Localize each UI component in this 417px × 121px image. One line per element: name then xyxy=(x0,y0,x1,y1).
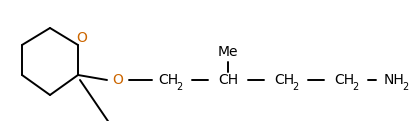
Text: 2: 2 xyxy=(176,82,182,92)
Text: CH: CH xyxy=(158,73,178,87)
Text: 2: 2 xyxy=(292,82,298,92)
Text: CH: CH xyxy=(334,73,354,87)
Text: 2: 2 xyxy=(352,82,358,92)
Text: 2: 2 xyxy=(402,82,408,92)
Text: CH: CH xyxy=(274,73,294,87)
Text: O: O xyxy=(77,31,88,45)
Text: CH: CH xyxy=(218,73,238,87)
Text: NH: NH xyxy=(384,73,404,87)
Text: Me: Me xyxy=(218,45,238,59)
Text: O: O xyxy=(113,73,123,87)
